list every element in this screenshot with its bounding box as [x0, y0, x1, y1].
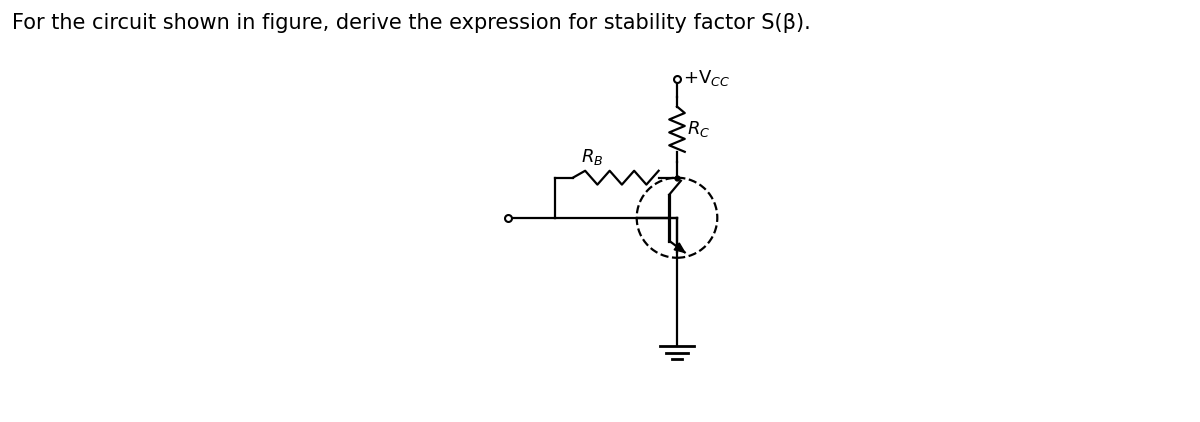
Text: +V$_{CC}$: +V$_{CC}$	[683, 68, 731, 88]
Text: $R_B$: $R_B$	[581, 147, 604, 167]
Polygon shape	[674, 243, 685, 252]
Text: $R_C$: $R_C$	[688, 119, 710, 139]
Text: For the circuit shown in figure, derive the expression for stability factor S(β): For the circuit shown in figure, derive …	[12, 13, 811, 32]
